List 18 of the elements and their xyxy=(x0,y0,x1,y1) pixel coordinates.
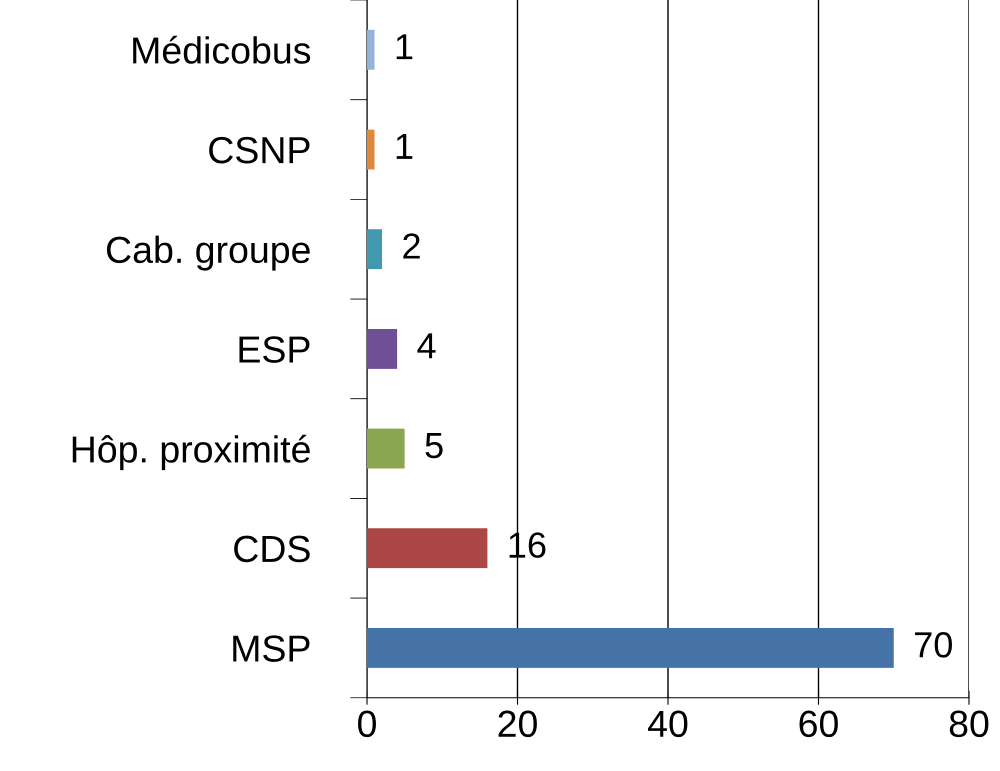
y-tick-label: Cab. groupe xyxy=(106,236,310,271)
data-label: 1 xyxy=(396,34,412,60)
data-label: 2 xyxy=(403,233,420,259)
x-tick-label: 20 xyxy=(498,710,537,738)
data-label: 4 xyxy=(417,333,436,358)
data-label: 1 xyxy=(396,134,412,159)
data-label: 70 xyxy=(915,632,952,658)
y-tick-label: CSNP xyxy=(209,136,310,164)
x-tick-label: 60 xyxy=(800,710,838,738)
data-label: 5 xyxy=(426,433,443,458)
y-tick-label: Médicobus xyxy=(133,36,310,64)
y-tick-label: ESP xyxy=(239,336,310,363)
x-tick-label: 0 xyxy=(358,710,376,738)
y-tick-label: CDS xyxy=(234,536,310,562)
y-tick-label: MSP xyxy=(233,635,310,662)
y-tick-label: Hôp. proximité xyxy=(72,434,310,470)
x-tick-label: 80 xyxy=(950,710,988,738)
x-tick-label: 40 xyxy=(648,710,688,738)
